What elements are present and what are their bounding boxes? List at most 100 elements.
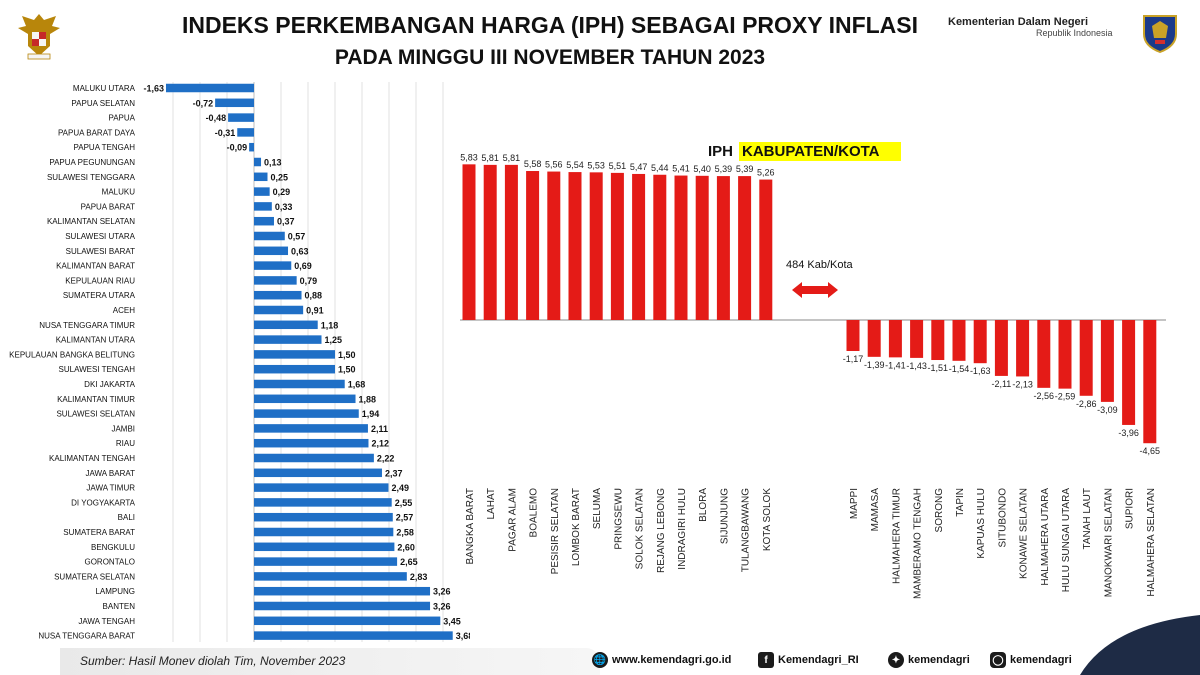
province-label: SUMATERA BARAT — [63, 528, 135, 537]
website-link[interactable]: 🌐 www.kemendagri.go.id — [592, 652, 731, 668]
kab-category-label: SIJUNJUNG — [719, 488, 730, 544]
kab-chart-title-prefix: IPH — [708, 143, 733, 160]
kab-value-label: 5,58 — [524, 159, 542, 169]
province-label: PAPUA BARAT — [81, 202, 136, 211]
province-value-label: -0,72 — [193, 98, 214, 108]
kab-value-label: 5,56 — [545, 160, 563, 170]
kab-value-label: 5,41 — [672, 164, 690, 174]
province-value-label: 2,65 — [400, 557, 418, 567]
province-value-label: 2,55 — [395, 498, 413, 508]
footer-band — [60, 648, 600, 675]
kab-value-label: 5,26 — [757, 168, 775, 178]
province-value-label: 2,37 — [385, 468, 403, 478]
kab-category-label: HALMAHERA SELATAN — [1146, 488, 1157, 597]
kab-value-label: 5,83 — [460, 152, 478, 162]
province-value-label: 0,63 — [291, 246, 309, 256]
twitter-icon: ✦ — [888, 652, 904, 668]
kab-category-label: PRINGSEWU — [613, 488, 624, 550]
province-value-label: 1,50 — [338, 365, 356, 375]
province-label: JAWA TENGAH — [78, 617, 135, 626]
kab-category-label: HALMAHERA TIMUR — [891, 488, 902, 584]
province-bar — [249, 142, 254, 152]
kab-value-label: -1,43 — [906, 361, 927, 371]
province-value-label: -0,48 — [206, 113, 227, 123]
kab-bar — [632, 173, 646, 320]
province-bar — [254, 409, 359, 418]
globe-icon: 🌐 — [592, 652, 608, 668]
province-bar — [254, 542, 395, 552]
kab-value-label: 5,81 — [503, 153, 521, 163]
double-arrow-icon — [792, 282, 838, 298]
kab-bar — [1079, 320, 1093, 396]
kab-bar — [910, 320, 924, 358]
kab-bar — [888, 320, 902, 358]
kab-value-label: -4,65 — [1140, 446, 1161, 456]
province-value-label: 3,45 — [443, 616, 461, 626]
kab-category-label: REJANG LEBONG — [656, 488, 667, 573]
kab-category-label: SOLOK SELATAN — [635, 488, 646, 569]
province-label: KEPULAUAN RIAU — [65, 276, 135, 285]
kab-bar — [589, 172, 603, 320]
website-text: www.kemendagri.go.id — [612, 654, 732, 666]
province-value-label: 0,69 — [294, 261, 312, 271]
twitter-link[interactable]: ✦ kemendagri — [888, 652, 970, 668]
province-value-label: 0,88 — [305, 291, 323, 301]
footer: Sumber: Hasil Monev diolah Tim, November… — [0, 648, 1200, 675]
province-value-label: 0,79 — [300, 276, 318, 286]
province-bar — [254, 202, 272, 211]
kab-value-label: 5,39 — [736, 164, 754, 174]
facebook-link[interactable]: f Kemendagri_RI — [758, 652, 859, 668]
kab-bar — [653, 174, 667, 320]
ministry-shield-icon — [1143, 15, 1177, 54]
instagram-link[interactable]: ◯ kemendagri — [990, 652, 1072, 668]
province-bar — [254, 483, 389, 492]
province-value-label: 2,83 — [410, 572, 428, 582]
kab-category-label: BANGKA BARAT — [465, 488, 476, 565]
kab-bar — [1037, 320, 1051, 388]
kab-bar — [610, 172, 624, 320]
province-bar — [254, 527, 394, 537]
kab-bar — [846, 320, 860, 352]
province-label: DI YOGYAKARTA — [71, 498, 136, 507]
kab-bar — [716, 176, 730, 320]
kab-category-label: MAPPI — [849, 488, 860, 519]
province-label: JAMBI — [111, 424, 135, 433]
kab-category-label: BLORA — [698, 488, 709, 522]
kab-value-label: 5,47 — [630, 162, 648, 172]
province-bar — [254, 290, 302, 300]
kab-bar — [931, 320, 945, 361]
province-bar — [254, 616, 441, 626]
province-label: SULAWESI TENGAH — [59, 365, 136, 374]
kab-category-label: HULU SUNGAI UTARA — [1061, 488, 1072, 593]
province-bar — [254, 335, 322, 344]
kab-category-label: SORONG — [934, 488, 945, 533]
province-bar — [254, 261, 292, 270]
kab-category-label: SUPIORI — [1125, 488, 1136, 529]
province-label: NUSA TENGGARA TIMUR — [39, 321, 135, 330]
province-label: KALIMANTAN BARAT — [56, 262, 135, 271]
kab-value-label: 5,81 — [481, 153, 499, 163]
kab-value-label: -1,17 — [843, 354, 864, 364]
province-bar — [237, 128, 254, 137]
province-bar — [254, 246, 289, 256]
kab-bar — [994, 320, 1008, 376]
source-note: Sumber: Hasil Monev diolah Tim, November… — [80, 654, 346, 668]
province-bar — [228, 113, 254, 122]
corner-decoration — [1080, 615, 1200, 675]
province-bar — [254, 187, 270, 196]
kabupaten-iph-chart: IPH KABUPATEN/KOTA 484 Kab/Kota 5,83 BANG… — [460, 142, 1166, 599]
province-bar — [254, 586, 431, 596]
kab-bar — [867, 320, 881, 357]
province-value-label: 0,91 — [306, 306, 324, 316]
province-bar — [254, 498, 392, 507]
kab-bar — [738, 176, 752, 320]
ministry-logo-text: Kementerian Dalam Negeri Republik Indone… — [948, 16, 1123, 38]
kab-category-label: PESISIR SELATAN — [550, 488, 561, 574]
province-label: NUSA TENGGARA BARAT — [38, 632, 135, 641]
kab-category-label: INDRAGIRI HULU — [677, 488, 688, 570]
province-bar — [254, 216, 274, 226]
province-value-label: 3,26 — [433, 587, 451, 597]
province-bar — [254, 601, 431, 611]
province-value-label: 0,29 — [273, 187, 291, 197]
kab-value-label: 5,51 — [609, 161, 627, 171]
